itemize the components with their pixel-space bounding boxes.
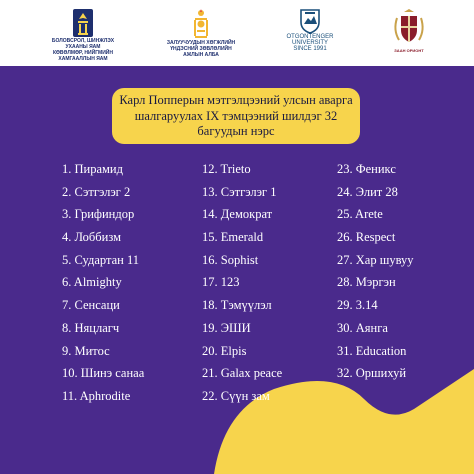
school-caption: ЗААН ОРИОНТ: [394, 48, 424, 53]
list-item: 23. Феникс: [337, 162, 396, 176]
list-item: 17. 123: [202, 275, 240, 290]
list-item: 4. Лоббизм: [62, 230, 121, 245]
ministry-emblem-icon: [73, 9, 93, 37]
agency-caption: ЗАЛУУЧУУДЫН ХӨГЖЛИЙН ҮНДЭСНИЙ ЗӨВЛӨЛИЙН …: [166, 40, 236, 58]
list-item: 18. Тэмүүлэл: [202, 298, 272, 313]
list-item: 30. Аянга: [337, 320, 388, 335]
agency-logo: ЗАЛУУЧУУДЫН ХӨГЖЛИЙН ҮНДЭСНИЙ ЗӨВЛӨЛИЙН …: [160, 8, 242, 58]
otgontenger-logo: OTGONTENGER UNIVERSITY SINCE 1991: [280, 8, 340, 52]
teams-column-1: 1. Пирамид 2. Сэтгэлэг 2 3. Грифиндор 4.…: [62, 160, 144, 410]
list-item: 28. Мэргэн: [337, 275, 396, 290]
list-item: 9. Митос: [62, 343, 110, 358]
soyombo-icon: [194, 9, 208, 38]
university-shield-icon: [300, 9, 320, 34]
list-item: 25. Arete: [337, 207, 383, 222]
ministry-logo: БОЛОВСРОЛ, ШИНЖЛЭХ УХААНЫ ЯАМ КӨВӨЛМӨР, …: [48, 8, 118, 62]
list-item: 20. Elpis: [202, 343, 247, 358]
ministry-caption: БОЛОВСРОЛ, ШИНЖЛЭХ УХААНЫ ЯАМ КӨВӨЛМӨР, …: [51, 38, 115, 62]
list-item: 19. ЭШИ: [202, 320, 251, 335]
list-item: 32. Оршихуй: [337, 366, 407, 381]
header-bar: БОЛОВСРОЛ, ШИНЖЛЭХ УХААНЫ ЯАМ КӨВӨЛМӨР, …: [0, 0, 474, 66]
list-item: 5. Судартан 11: [62, 252, 139, 267]
teams-column-2: 12. Trieto 13. Сэтгэлэг 1 14. Демократ 1…: [202, 160, 282, 410]
list-item: 13. Сэтгэлэг 1: [202, 184, 277, 199]
title-highlight: [112, 88, 360, 144]
list-item: 12. Trieto: [202, 162, 251, 176]
list-item: 1. Пирамид: [62, 162, 123, 176]
list-item: 21. Galax peace: [202, 366, 283, 381]
list-item: 14. Демократ: [202, 207, 273, 222]
list-item: 11. Aphrodite: [62, 388, 131, 403]
list-item: 22. Сүүн зам: [202, 388, 270, 403]
list-item: 15. Emerald: [202, 230, 264, 245]
list-item: 24. Элит 28: [337, 184, 398, 199]
otgontenger-caption: OTGONTENGER UNIVERSITY SINCE 1991: [286, 34, 334, 52]
school-logo: ЗААН ОРИОНТ: [385, 8, 433, 54]
school-crest-icon: [394, 9, 424, 42]
list-item: 10. Шинэ санаа: [62, 366, 145, 381]
list-item: 8. Няцлагч: [62, 320, 120, 335]
list-item: 2. Сэтгэлэг 2: [62, 184, 131, 199]
list-item: 3. Грифиндор: [62, 207, 135, 222]
page-title: Карл Попперын мэтгэлцээний улсын аварга …: [119, 93, 353, 138]
list-item: 6. Almighty: [62, 275, 122, 290]
list-item: 16. Sophist: [202, 252, 259, 267]
list-item: 7. Сенсаци: [62, 298, 120, 313]
list-item: 29. 3.14: [337, 298, 378, 313]
list-item: 26. Respect: [337, 230, 396, 245]
decorative-blob: [214, 369, 474, 474]
list-item: 31. Education: [337, 343, 407, 358]
list-item: 27. Хар шувуу: [337, 252, 414, 267]
teams-column-3: 23. Феникс 24. Элит 28 25. Arete 26. Res…: [337, 160, 414, 387]
